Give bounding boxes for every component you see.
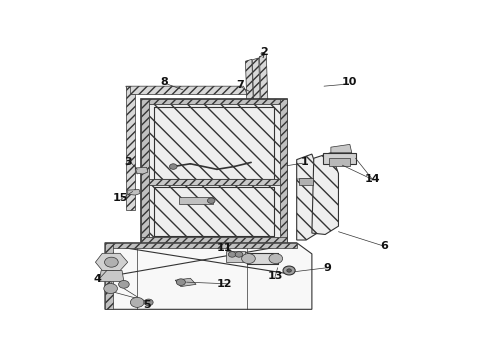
Circle shape [119, 280, 129, 288]
Polygon shape [105, 243, 312, 309]
Circle shape [176, 279, 185, 285]
Polygon shape [148, 179, 280, 185]
Text: 2: 2 [261, 46, 269, 57]
Polygon shape [252, 58, 262, 149]
Circle shape [144, 299, 153, 306]
Circle shape [104, 257, 118, 267]
Text: 14: 14 [365, 174, 380, 184]
Polygon shape [141, 99, 287, 104]
Circle shape [130, 297, 144, 307]
Circle shape [207, 198, 215, 203]
Polygon shape [312, 153, 339, 234]
Text: 11: 11 [217, 243, 232, 253]
Polygon shape [148, 185, 280, 237]
Polygon shape [141, 237, 287, 243]
Polygon shape [128, 190, 140, 195]
Polygon shape [99, 270, 124, 282]
Text: 3: 3 [124, 157, 131, 167]
Text: 6: 6 [380, 240, 388, 251]
Circle shape [287, 269, 292, 272]
Text: 8: 8 [160, 77, 168, 87]
Text: 4: 4 [94, 274, 101, 284]
Polygon shape [141, 99, 287, 243]
Text: 5: 5 [143, 300, 150, 310]
Circle shape [269, 253, 283, 264]
Bar [226, 251, 245, 262]
Polygon shape [331, 144, 352, 153]
Text: 13: 13 [268, 271, 284, 281]
Circle shape [283, 266, 295, 275]
Bar [298, 179, 313, 185]
Circle shape [170, 164, 177, 169]
Bar [247, 253, 278, 264]
Text: 10: 10 [342, 77, 358, 87]
Polygon shape [280, 99, 287, 243]
Polygon shape [141, 99, 148, 243]
Bar [179, 197, 213, 204]
Polygon shape [96, 253, 128, 270]
Polygon shape [148, 104, 280, 179]
Polygon shape [105, 243, 113, 309]
Text: 9: 9 [323, 263, 331, 273]
Polygon shape [126, 86, 247, 94]
Bar [323, 153, 356, 164]
Text: 12: 12 [217, 279, 232, 289]
Polygon shape [105, 243, 297, 248]
Bar [329, 158, 350, 166]
Circle shape [235, 252, 243, 257]
Circle shape [104, 284, 118, 293]
Polygon shape [175, 278, 196, 287]
Text: 15: 15 [112, 193, 128, 203]
Circle shape [228, 252, 236, 257]
Polygon shape [126, 86, 135, 210]
Circle shape [261, 52, 265, 55]
Circle shape [242, 253, 255, 264]
Polygon shape [135, 167, 148, 174]
Text: 1: 1 [300, 157, 308, 167]
Text: 7: 7 [236, 80, 244, 90]
Polygon shape [297, 154, 319, 240]
Polygon shape [245, 59, 255, 151]
Polygon shape [260, 54, 270, 147]
